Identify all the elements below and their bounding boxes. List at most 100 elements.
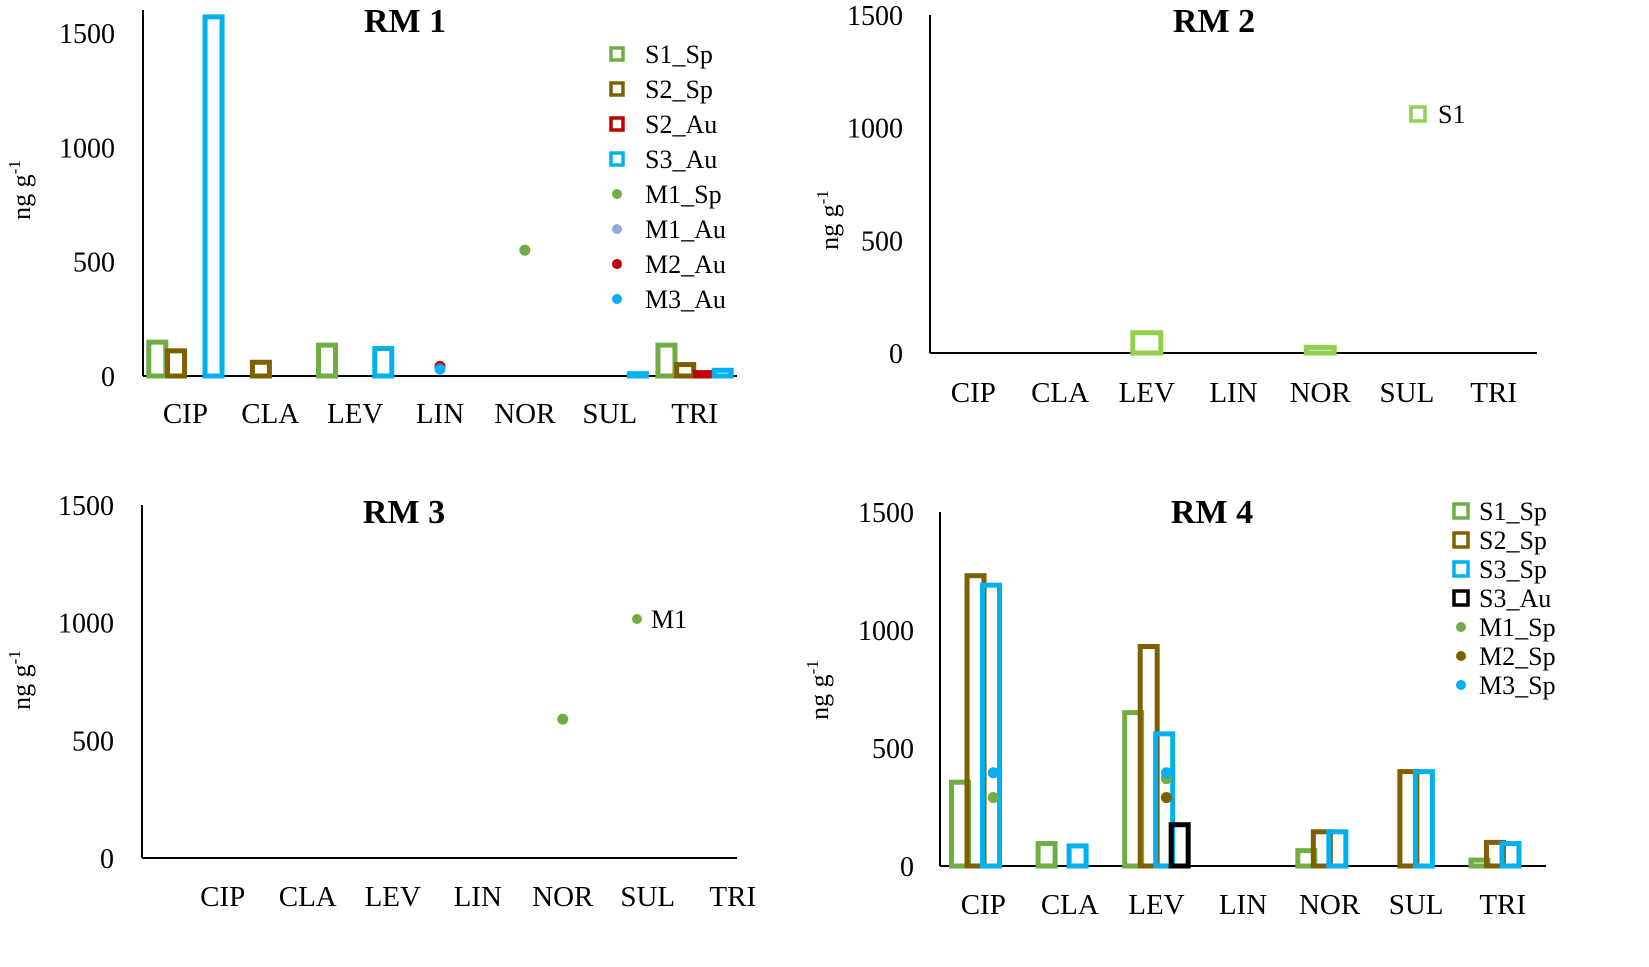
legend-marker (1409, 105, 1427, 123)
chart-panel-3: RM 3 0 500 1000 1500 ng g-1 CIP CLA LEV LIN NOR SUL… (5, 491, 756, 913)
legend-label: S3_Au (645, 145, 717, 174)
legend-label: M1_Sp (1479, 613, 1556, 642)
bar (316, 342, 339, 379)
legend-label: M1_Au (645, 215, 726, 244)
x-tick-label: CLA (241, 398, 299, 430)
x-tick-label: CLA (1041, 889, 1099, 921)
legend-label: S3_Sp (1479, 555, 1547, 584)
chart-panel-1: RM 1 0 500 1000 1500 ng g-1 CIP CLA LEV LIN NOR SUL… (5, 3, 737, 430)
x-tick-label: CLA (1031, 377, 1089, 409)
data-point (987, 767, 999, 779)
x-tick-label: SUL (620, 881, 675, 913)
legend-label: S1 (1438, 100, 1465, 129)
bar (1326, 829, 1349, 869)
x-tick-label: LIN (1219, 889, 1267, 921)
bar (980, 582, 1003, 869)
legend-marker (609, 46, 625, 62)
bar (1412, 769, 1435, 869)
data-point (1160, 792, 1172, 804)
x-tick-label: TRI (709, 881, 756, 913)
legend-marker (612, 189, 622, 199)
bar (674, 362, 697, 379)
x-tick-label: CIP (961, 889, 1006, 921)
legend-label: M1 (651, 605, 687, 634)
legend-label: S1_Sp (1479, 497, 1547, 526)
x-tick-label: LIN (454, 881, 502, 913)
bar (249, 359, 272, 379)
bar (1066, 843, 1089, 869)
legend-marker (1456, 680, 1466, 690)
data-point (987, 792, 999, 804)
y-axis-label-superscript: -1 (5, 650, 24, 664)
x-tick-label: LEV (365, 881, 421, 913)
y-axis-label-superscript: -1 (813, 190, 832, 204)
x-tick-label: CLA (279, 881, 337, 913)
legend-marker (1452, 531, 1470, 549)
y-tick-label: 1500 (858, 498, 914, 529)
x-tick-label: TRI (1479, 889, 1526, 921)
legend-marker (1452, 502, 1470, 520)
data-point (557, 713, 569, 725)
x-tick-label: LEV (1119, 377, 1175, 409)
bar (202, 14, 225, 379)
data-point (519, 244, 531, 256)
y-tick-label: 1000 (58, 609, 114, 640)
x-tick-label: TRI (671, 398, 718, 430)
y-tick-label: 0 (889, 339, 903, 370)
y-tick-label: 1000 (59, 133, 115, 164)
y-axis-label-superscript: -1 (803, 660, 822, 674)
legend-marker (1452, 560, 1470, 578)
y-tick-label: 500 (73, 248, 115, 279)
legend-marker (612, 224, 622, 234)
x-tick-label: LIN (1209, 377, 1257, 409)
y-tick-label: 500 (861, 226, 903, 257)
legend-label: M2_Au (645, 250, 726, 279)
legend-marker (612, 294, 622, 304)
bar (1303, 344, 1337, 356)
legend-marker (609, 151, 625, 167)
bar (1130, 330, 1164, 356)
y-tick-label: 0 (100, 844, 114, 875)
legend-marker (609, 81, 625, 97)
legend-marker (1456, 651, 1466, 661)
bar (1153, 731, 1176, 869)
bar (1499, 841, 1522, 869)
bar (372, 346, 395, 379)
x-tick-label: CIP (163, 398, 208, 430)
y-axis-label: ng g-1 (813, 190, 844, 250)
legend-marker (609, 116, 625, 132)
bar (692, 370, 715, 379)
bar (1168, 822, 1191, 869)
bar (146, 339, 169, 379)
x-tick-label: NOR (1299, 889, 1361, 921)
bar (655, 342, 678, 379)
y-axis-label-superscript: -1 (5, 160, 24, 174)
x-tick-label: CIP (951, 377, 996, 409)
legend-label: S3_Au (1479, 584, 1551, 613)
legend-label: M3_Au (645, 285, 726, 314)
x-tick-label: TRI (1470, 377, 1517, 409)
y-tick-label: 1500 (59, 19, 115, 50)
y-axis-label: ng g-1 (803, 660, 834, 720)
y-tick-label: 1500 (58, 491, 114, 522)
x-tick-label: CIP (200, 881, 245, 913)
y-tick-label: 500 (72, 726, 114, 757)
y-tick-label: 0 (900, 852, 914, 883)
bar (165, 348, 188, 379)
chart-panel-4: RM 4 0 500 1000 1500 ng g-1 CIP CLA LEV LIN NOR SUL… (803, 494, 1556, 921)
y-tick-label: 0 (101, 362, 115, 393)
legend-label: S2_Au (645, 110, 717, 139)
y-axis-label: ng g-1 (5, 650, 36, 710)
chart-title: RM 2 (1173, 3, 1255, 40)
x-tick-label: NOR (532, 881, 594, 913)
y-tick-label: 1000 (858, 616, 914, 647)
legend-label: S2_Sp (1479, 526, 1547, 555)
x-tick-label: NOR (1290, 377, 1352, 409)
data-point (434, 363, 446, 375)
legend-label: S2_Sp (645, 75, 713, 104)
chart-title: RM 3 (363, 494, 445, 531)
legend-label: M1_Sp (645, 180, 722, 209)
x-tick-label: LIN (416, 398, 464, 430)
y-axis-label: ng g-1 (5, 160, 36, 220)
